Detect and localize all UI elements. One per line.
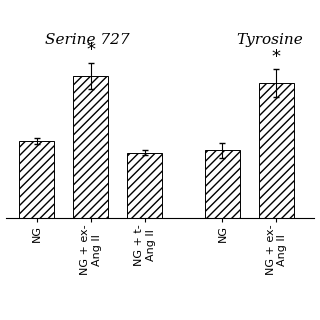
Text: *: * (86, 41, 95, 59)
Bar (259, 83, 294, 218)
Bar (73, 76, 108, 218)
Bar (127, 153, 162, 218)
Bar (205, 150, 240, 218)
Text: Serine 727: Serine 727 (45, 33, 130, 47)
Bar (19, 141, 54, 218)
Text: *: * (272, 48, 281, 66)
Text: Tyrosine: Tyrosine (236, 33, 303, 47)
